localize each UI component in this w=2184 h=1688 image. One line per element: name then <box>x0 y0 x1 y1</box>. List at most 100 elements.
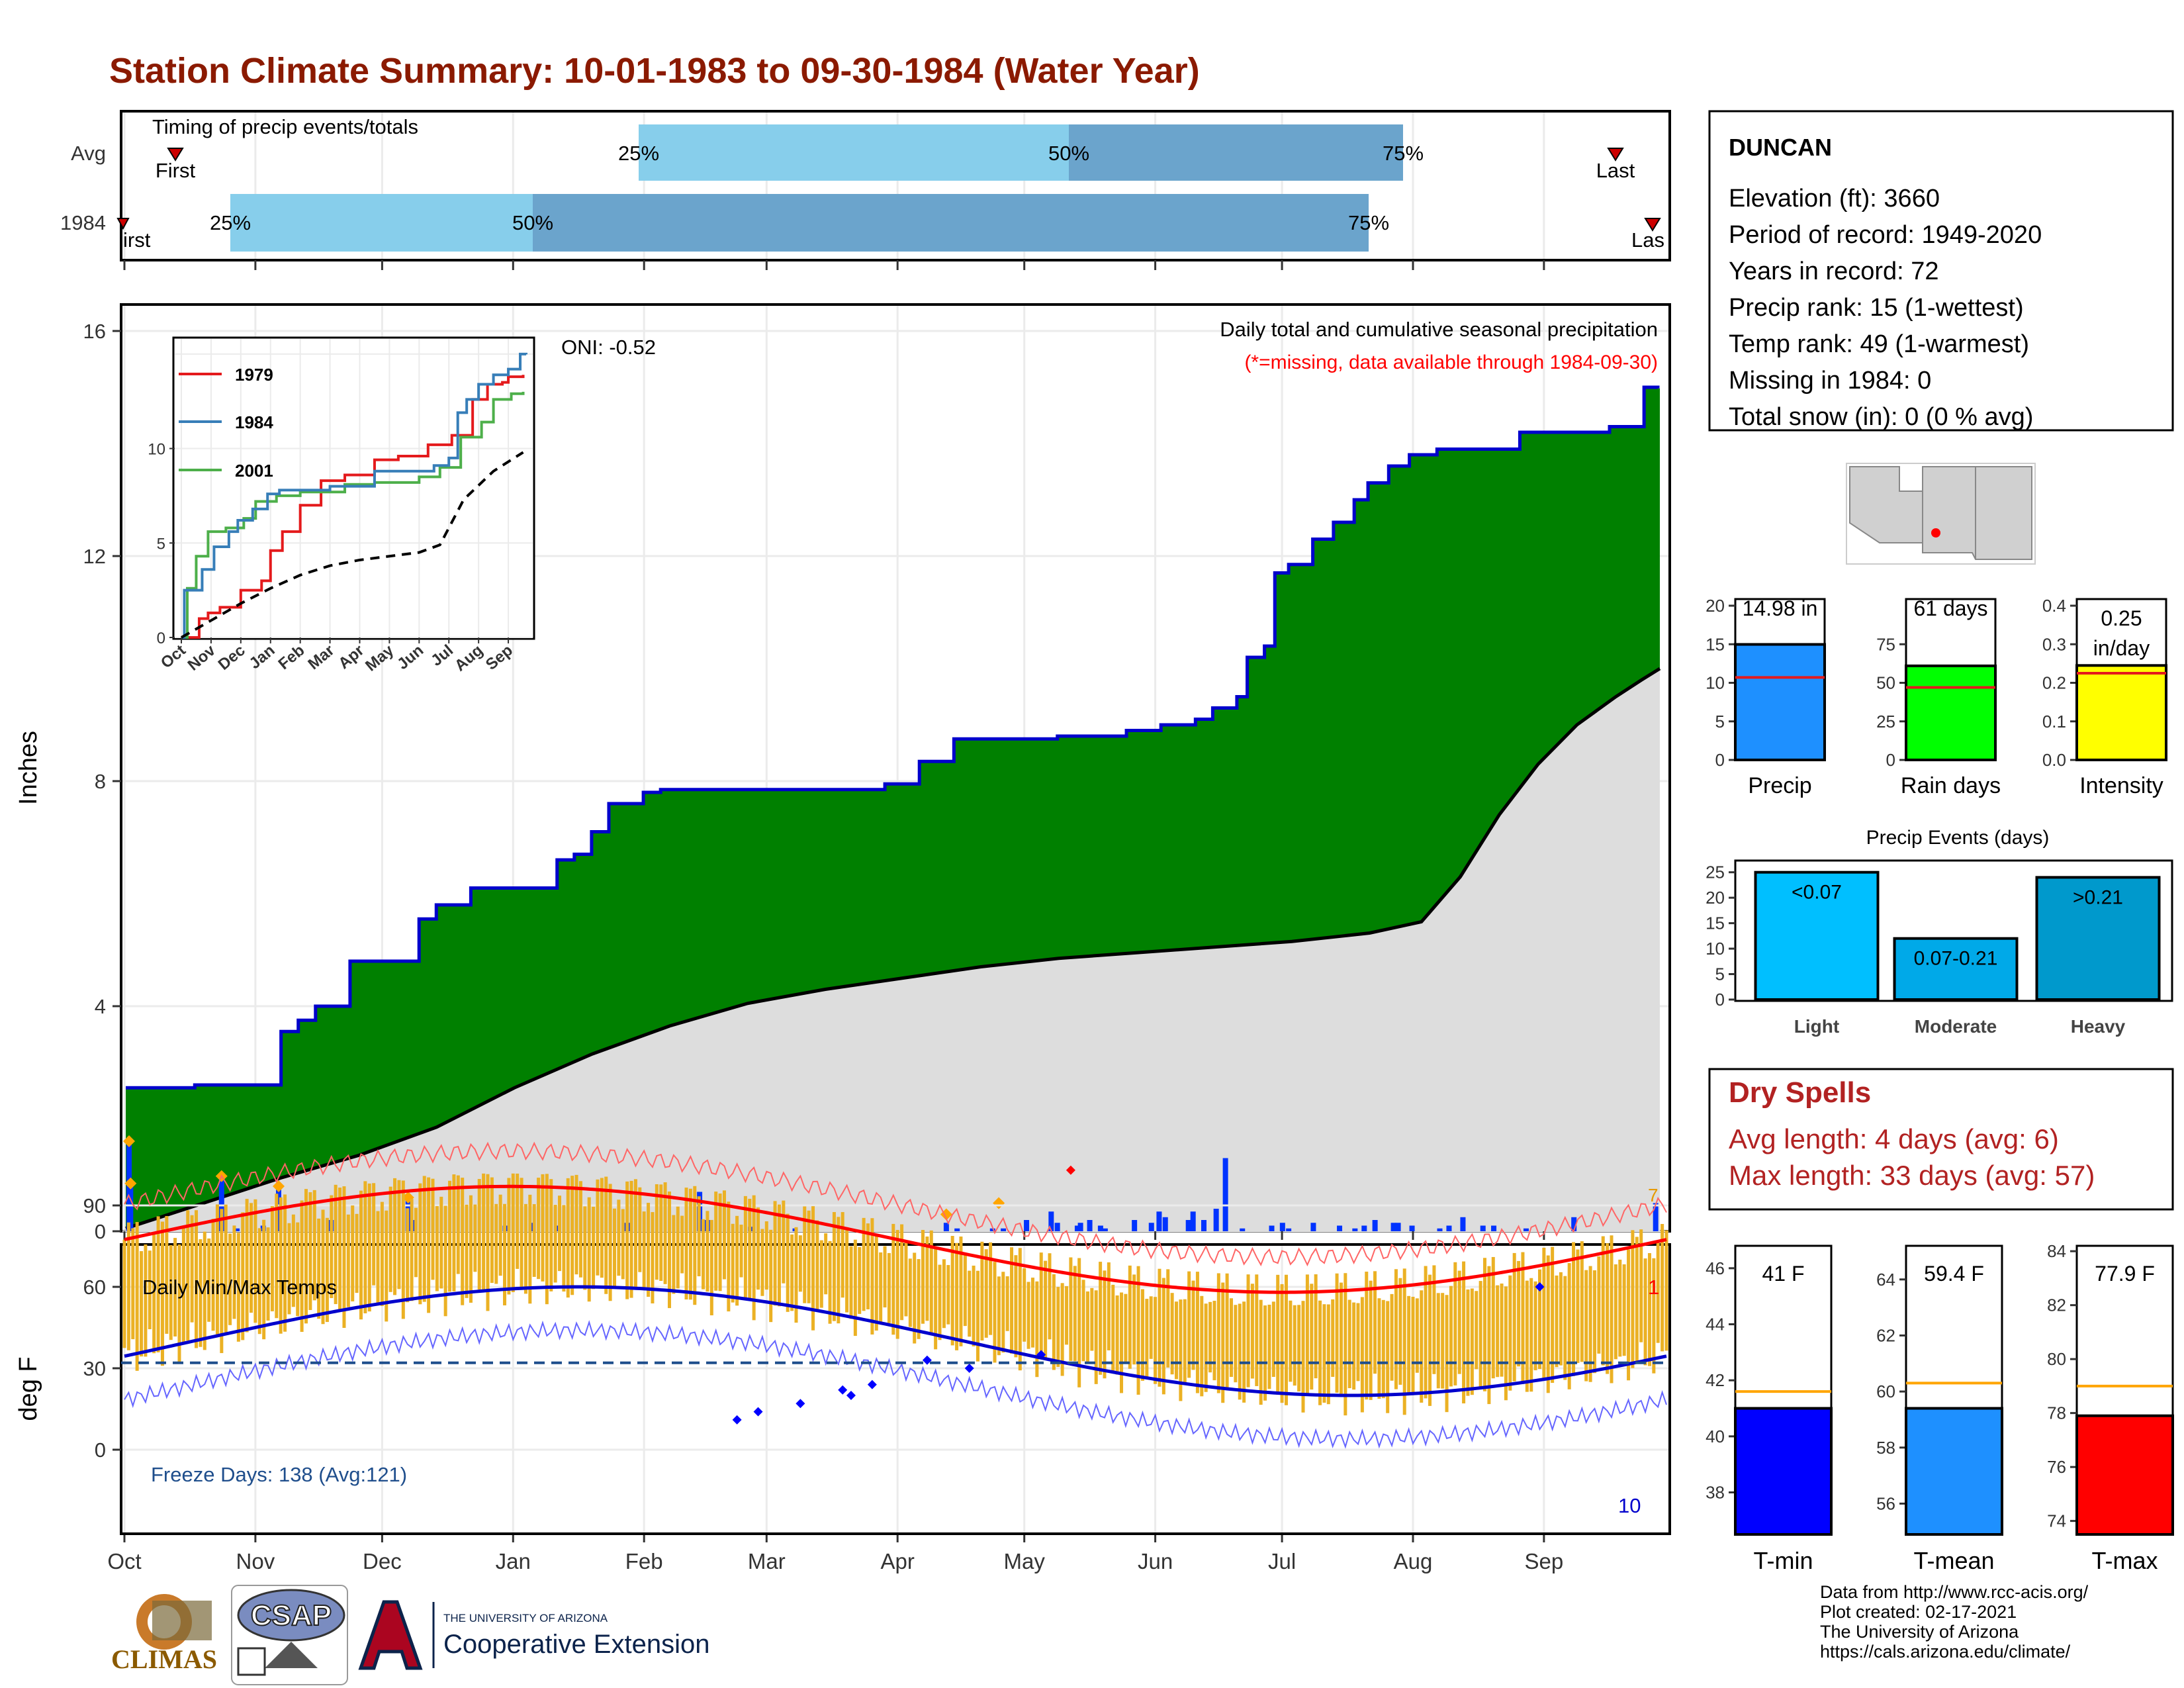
temp-summary-ytick-label: 56 <box>1876 1493 1895 1513</box>
daily-temp-bar <box>1601 1236 1605 1366</box>
temp-y-axis: 0 30 60 90 <box>83 1194 121 1462</box>
daily-temp-bar <box>1475 1291 1479 1370</box>
daily-temp-bar <box>693 1186 697 1305</box>
daily-temp-bar <box>727 1201 731 1312</box>
mini-bar-value-text: 61 days <box>1913 596 1987 620</box>
daily-temp-bar <box>1436 1293 1440 1389</box>
avg-last-marker <box>1607 148 1624 162</box>
daily-temp-bar <box>342 1186 346 1328</box>
daily-temp-bar <box>1462 1261 1466 1404</box>
daily-temp-bar <box>245 1199 249 1333</box>
inset-ytick-label: 0 <box>157 630 165 647</box>
daily-temp-bar <box>625 1181 629 1299</box>
daily-temp-bar <box>858 1246 862 1314</box>
month-label: Oct <box>107 1549 141 1573</box>
precip-events-chart: Precip Events (days) <0.07 Light 0.07-0.21… <box>1706 827 2173 1037</box>
events-ytick-label: 10 <box>1706 939 1725 959</box>
precip-y-axis: 0 4 8 12 16 <box>83 320 121 1243</box>
daily-temp-bar <box>604 1176 608 1294</box>
daily-temp-bar <box>1081 1280 1085 1362</box>
daily-temp-bar <box>1647 1253 1651 1366</box>
station-line-1: Elevation (ft): 3660 <box>1729 185 1940 212</box>
daily-temp-bar <box>908 1258 912 1327</box>
events-bar <box>2035 876 2161 1002</box>
daily-temp-bar <box>388 1186 392 1292</box>
daily-temp-bar <box>684 1188 688 1300</box>
daily-temp-bar <box>477 1179 481 1290</box>
daily-temp-bar <box>355 1213 359 1293</box>
daily-precip-bar <box>128 1186 134 1231</box>
temp-ytick-label: 30 <box>83 1357 106 1380</box>
daily-temp-bar <box>456 1175 460 1274</box>
daily-temp-bar <box>760 1229 764 1296</box>
daily-temp-bar <box>1280 1284 1284 1403</box>
daily-temp-bar <box>672 1215 676 1294</box>
month-label: Mar <box>748 1549 786 1573</box>
temp-summary-ytick-label: 42 <box>1706 1370 1725 1390</box>
footer-line-4: https://cals.arizona.edu/climate/ <box>1820 1642 2071 1662</box>
record-high-marker <box>1066 1165 1075 1175</box>
daily-temp-bar <box>1069 1257 1073 1361</box>
avg-75-label: 75% <box>1383 142 1424 165</box>
daily-temp-bar <box>786 1213 790 1312</box>
month-label: Sep <box>1525 1549 1564 1573</box>
daily-temp-bar <box>989 1242 993 1335</box>
daily-temp-bar <box>722 1190 726 1280</box>
daily-precip-bar <box>1390 1223 1396 1231</box>
daily-precip-bar <box>1213 1209 1219 1231</box>
temp-summary-ytick-label: 82 <box>2047 1295 2066 1315</box>
daily-temp-bar <box>1310 1284 1314 1390</box>
daily-temp-bar <box>1432 1265 1436 1374</box>
daily-temp-bar <box>942 1259 946 1329</box>
daily-temp-bar <box>1533 1281 1537 1371</box>
mini-bar-label: Intensity <box>2079 773 2163 798</box>
mini-bar-value-text: 14.98 in <box>1743 596 1818 620</box>
daily-temp-bar <box>224 1204 228 1333</box>
avg-50-label: 50% <box>1048 142 1089 165</box>
daily-temp-bar <box>173 1238 177 1336</box>
record-high-count: 1 <box>1648 1276 1659 1299</box>
y1984-50-75-bar <box>533 194 1369 252</box>
daily-temp-bar <box>1140 1289 1144 1381</box>
daily-temp-bar <box>1077 1258 1081 1387</box>
daily-temp-bar <box>667 1192 671 1309</box>
daily-temp-bar <box>1023 1268 1026 1342</box>
daily-temp-bar <box>1360 1297 1364 1413</box>
daily-temp-bar <box>1124 1293 1128 1364</box>
daily-temp-bar <box>181 1225 185 1345</box>
mini-bar-value <box>1905 664 1997 761</box>
daily-temp-bar <box>1039 1252 1043 1359</box>
daily-temp-bar <box>494 1203 498 1284</box>
daily-temp-bar <box>1250 1284 1254 1379</box>
daily-temp-bar <box>1271 1301 1275 1378</box>
daily-temp-bar <box>832 1211 836 1321</box>
daily-temp-bar <box>1107 1262 1111 1350</box>
month-label: Jan <box>496 1549 531 1573</box>
daily-temp-bar <box>1479 1281 1482 1387</box>
station-line-4: Precip rank: 15 (1-wettest) <box>1729 294 2024 322</box>
daily-precip-bar <box>943 1223 949 1231</box>
temp-summary-bar <box>1905 1407 2003 1536</box>
month-label: Jun <box>1138 1549 1173 1573</box>
daily-temp-bar <box>891 1223 895 1335</box>
climas-text: CLIMAS <box>111 1644 217 1674</box>
daily-precip-bar <box>1361 1225 1367 1231</box>
mini-bar-ytick-label: 0.3 <box>2042 634 2066 654</box>
daily-temp-bar <box>1402 1268 1406 1415</box>
dry-spells-box: Dry Spells Avg length: 4 days (avg: 6) M… <box>1708 1068 2174 1211</box>
temp-summary-ytick-label: 58 <box>1876 1438 1895 1458</box>
daily-temp-bar <box>1242 1301 1246 1403</box>
y1984-25-label: 25% <box>210 211 251 234</box>
timing-label: Timing of precip events/totals <box>152 115 418 138</box>
record-low-marker <box>922 1355 932 1365</box>
daily-temp-bar <box>1631 1230 1635 1368</box>
daily-temp-bar <box>241 1212 245 1340</box>
daily-temp-bar <box>439 1196 443 1289</box>
daily-temp-bar <box>1010 1247 1014 1354</box>
footer-credits: Data from http://www.rcc-acis.org/ Plot … <box>1820 1582 2088 1662</box>
daily-temp-bar <box>904 1241 908 1317</box>
daily-precip-bar <box>989 1228 995 1231</box>
daily-precip-bar <box>1222 1158 1228 1231</box>
avg-first-label: First <box>156 159 196 182</box>
